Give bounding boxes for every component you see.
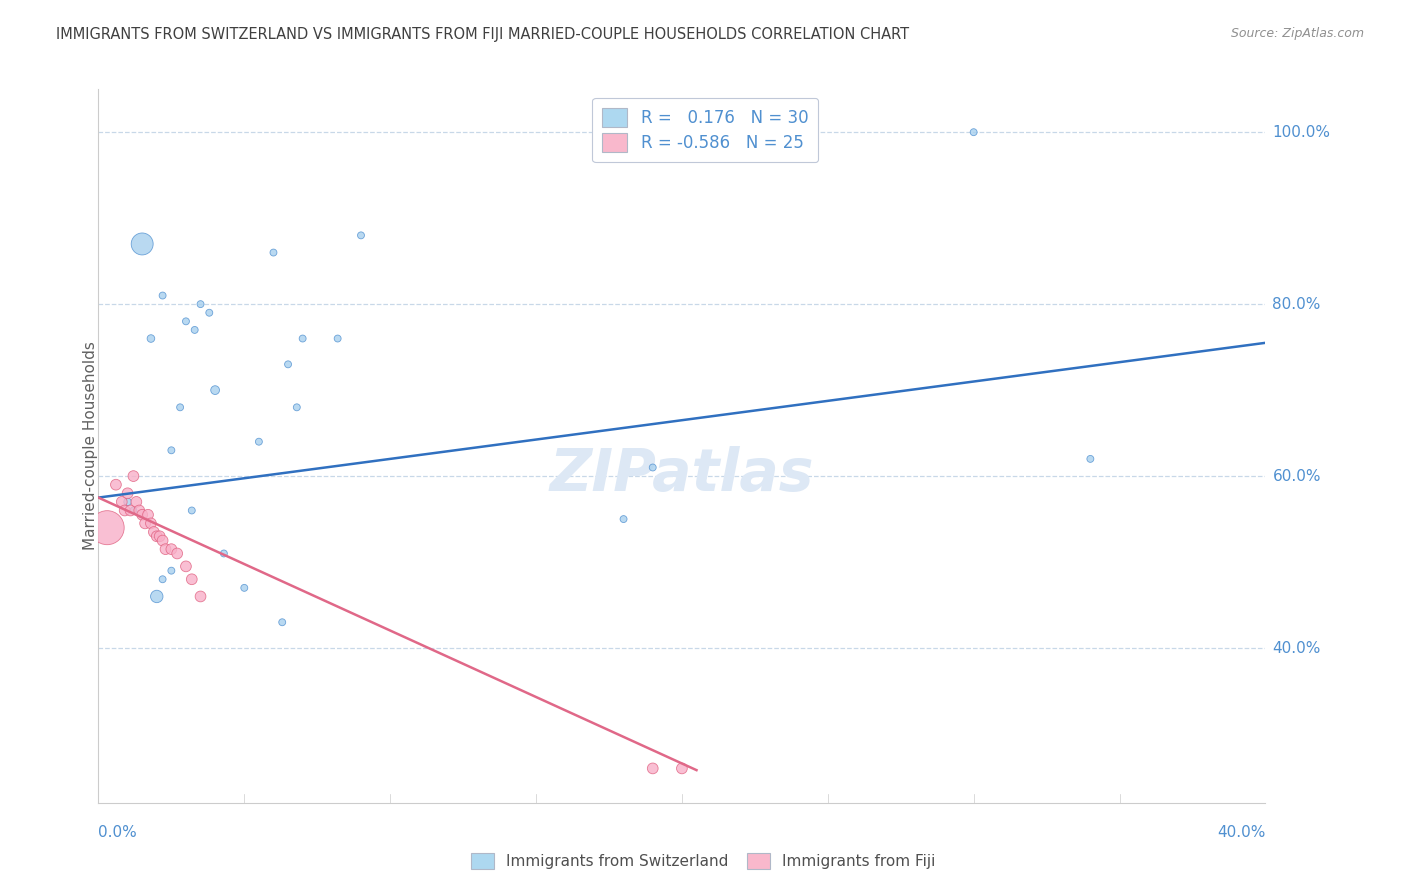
Text: 40.0%: 40.0% [1272, 640, 1320, 656]
Point [271, 615, 294, 630]
Point [962, 125, 984, 139]
Point [136, 508, 159, 522]
Point [180, 503, 202, 517]
Text: 60.0%: 60.0% [1272, 468, 1320, 483]
Point [641, 460, 664, 475]
Point [125, 495, 148, 509]
Y-axis label: Married-couple Households: Married-couple Households [83, 342, 97, 550]
Point [142, 524, 165, 539]
Point [139, 516, 162, 531]
Point [326, 332, 349, 346]
Point [285, 401, 308, 415]
Point [262, 245, 284, 260]
Text: Source: ZipAtlas.com: Source: ZipAtlas.com [1230, 27, 1364, 40]
Text: ZIPatlas: ZIPatlas [550, 446, 814, 503]
Point [122, 469, 145, 483]
Point [169, 401, 191, 415]
Point [183, 323, 205, 337]
Point [122, 503, 145, 517]
Point [174, 314, 197, 328]
Point [134, 516, 156, 531]
Point [174, 559, 197, 574]
Point [117, 486, 139, 500]
Point [149, 529, 172, 543]
Point [131, 236, 153, 251]
Legend: R =   0.176   N = 30, R = -0.586   N = 25: R = 0.176 N = 30, R = -0.586 N = 25 [592, 97, 818, 161]
Point [350, 228, 373, 243]
Point [104, 477, 127, 491]
Text: 0.0%: 0.0% [98, 825, 138, 840]
Point [146, 529, 169, 543]
Point [612, 512, 634, 526]
Point [114, 503, 136, 517]
Point [212, 546, 235, 560]
Point [152, 533, 174, 548]
Point [96, 521, 118, 535]
Point [139, 332, 162, 346]
Legend: Immigrants from Switzerland, Immigrants from Fiji: Immigrants from Switzerland, Immigrants … [465, 847, 941, 875]
Point [198, 306, 221, 320]
Point [152, 572, 174, 586]
Point [152, 288, 174, 302]
Point [180, 572, 202, 586]
Point [128, 503, 150, 517]
Point [233, 581, 256, 595]
Point [277, 357, 299, 371]
Text: 80.0%: 80.0% [1272, 297, 1320, 311]
Point [1080, 451, 1102, 466]
Point [160, 542, 183, 557]
Point [204, 383, 226, 397]
Point [166, 546, 188, 560]
Point [131, 508, 153, 522]
Text: IMMIGRANTS FROM SWITZERLAND VS IMMIGRANTS FROM FIJI MARRIED-COUPLE HOUSEHOLDS CO: IMMIGRANTS FROM SWITZERLAND VS IMMIGRANT… [56, 27, 910, 42]
Text: 40.0%: 40.0% [1218, 825, 1265, 840]
Point [291, 332, 314, 346]
Point [190, 590, 212, 604]
Point [190, 297, 212, 311]
Text: 100.0%: 100.0% [1272, 125, 1330, 140]
Point [641, 761, 664, 775]
Point [146, 590, 169, 604]
Point [117, 495, 139, 509]
Point [155, 542, 177, 557]
Point [247, 434, 270, 449]
Point [160, 443, 183, 458]
Point [671, 761, 693, 775]
Point [160, 564, 183, 578]
Point [120, 503, 142, 517]
Point [111, 495, 134, 509]
